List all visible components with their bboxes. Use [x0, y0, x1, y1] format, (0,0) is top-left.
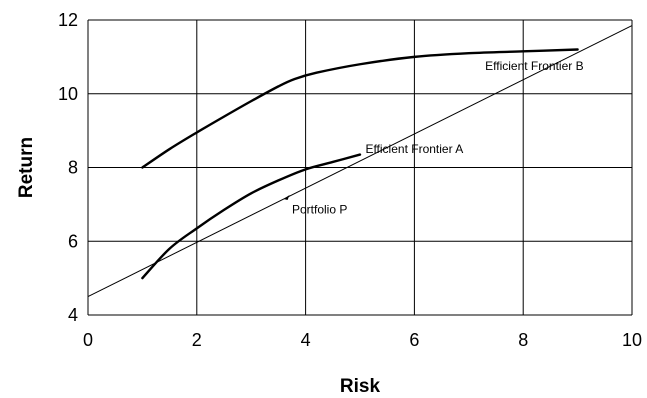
- x-tick-label: 6: [409, 330, 419, 350]
- y-tick-label: 10: [58, 84, 78, 104]
- portfolio-p-marker: [283, 195, 290, 200]
- annotation-label: Efficient Frontier B: [485, 59, 583, 73]
- annotation-label: Efficient Frontier A: [365, 142, 463, 156]
- y-tick-label: 8: [68, 158, 78, 178]
- y-tick-label: 12: [58, 10, 78, 30]
- capital-allocation-line: [87, 25, 633, 298]
- series-layer: [87, 25, 633, 298]
- annotation-label: Portfolio P: [292, 203, 347, 217]
- x-tick-label: 0: [83, 330, 93, 350]
- x-tick-label: 2: [192, 330, 202, 350]
- y-tick-label: 4: [68, 305, 78, 325]
- x-tick-label: 10: [622, 330, 642, 350]
- x-tick-label: 4: [301, 330, 311, 350]
- y-tick-label: 6: [68, 231, 78, 251]
- annotations: Efficient Frontier B Efficient Frontier A…: [283, 59, 584, 217]
- efficient-frontier-b-line: [141, 48, 579, 169]
- grid-layer: [87, 19, 633, 316]
- efficient-frontier-a-line: [141, 153, 362, 280]
- x-tick-label: 8: [518, 330, 528, 350]
- x-axis-title: Risk: [340, 376, 381, 397]
- y-axis-title: Return: [16, 137, 37, 198]
- tick-labels: 0 2 4 6 8 10 4 6 8 10 12: [58, 10, 642, 350]
